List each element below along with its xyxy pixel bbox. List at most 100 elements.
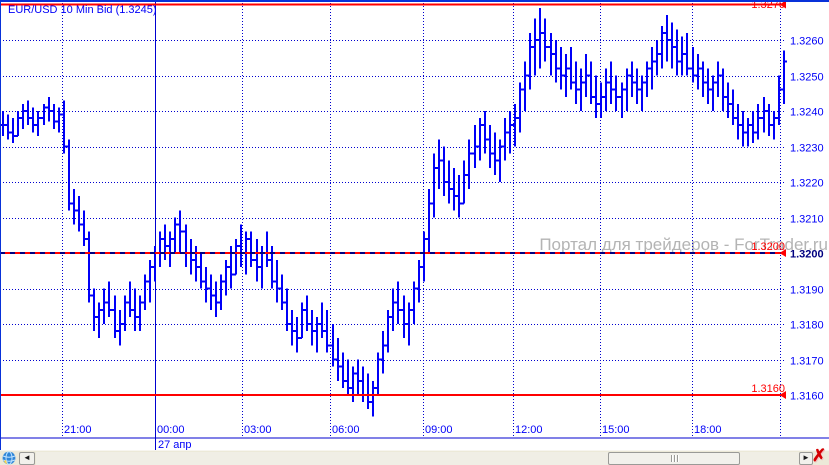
ohlc-bar — [441, 146, 447, 197]
ohlc-bar — [710, 75, 716, 111]
ohlc-bar — [86, 231, 92, 303]
ohlc-bar — [254, 238, 260, 282]
ohlc-bar — [431, 153, 437, 218]
ohlc-bar — [5, 114, 11, 140]
ohlc-bar — [137, 295, 143, 332]
price-axis-label: 1.3170 — [790, 356, 824, 368]
time-axis-label: 00:00 — [157, 424, 185, 436]
ohlc-bar — [664, 15, 670, 62]
price-axis-label: 1.3230 — [790, 143, 824, 155]
ohlc-bar — [649, 47, 655, 90]
ohlc-bar — [238, 224, 244, 268]
ohlc-bar — [558, 47, 564, 90]
grid-lines — [0, 0, 786, 451]
ohlc-bar — [598, 82, 604, 119]
price-axis-label: 1.3210 — [790, 214, 824, 226]
price-axis-label: 1.3220 — [790, 178, 824, 190]
price-axis-label: 1.3240 — [790, 107, 824, 119]
ohlc-bar — [183, 224, 189, 268]
ohlc-bar — [740, 111, 746, 147]
ohlc-bar — [264, 231, 270, 268]
ohlc-bar — [446, 160, 452, 204]
ohlc-bar — [715, 61, 721, 97]
ohlc-bar — [603, 68, 609, 111]
ohlc-bar — [324, 309, 330, 353]
ohlc-bar — [203, 267, 209, 303]
ohlc-bar — [629, 61, 635, 97]
ohlc-bar — [71, 189, 77, 225]
time-axis-label: 18:00 — [694, 424, 722, 436]
ohlc-bar — [314, 316, 320, 353]
ohlc-bar — [46, 96, 52, 122]
ohlc-bar — [608, 61, 614, 104]
ohlc-bar — [81, 210, 87, 246]
price-level-label: 1.3200 — [751, 241, 785, 253]
globe-icon — [2, 451, 16, 465]
scrollbar-thumb[interactable] — [608, 452, 740, 465]
ohlc-bar — [223, 260, 229, 296]
ohlc-bar — [492, 132, 498, 175]
ohlc-bar — [274, 260, 280, 303]
ohlc-bar — [299, 302, 305, 340]
ohlc-bar — [177, 210, 183, 253]
ohlc-bar — [700, 61, 706, 97]
ohlc-bar — [76, 196, 82, 232]
close-icon[interactable]: ✗ — [811, 446, 827, 465]
ohlc-bar — [690, 47, 696, 83]
ohlc-bar — [487, 125, 493, 168]
time-axis-label: 15:00 — [602, 424, 630, 436]
ohlc-bar — [152, 245, 158, 282]
price-axis-label: 1.3180 — [790, 320, 824, 332]
price-level-label: 1.3160 — [751, 383, 785, 395]
ohlc-bar — [634, 68, 640, 104]
ohlc-bar — [532, 18, 538, 76]
ohlc-bar — [395, 281, 401, 324]
ohlc-bar — [380, 331, 386, 374]
ohlc-bar — [436, 139, 442, 190]
ohlc-bar — [122, 295, 128, 332]
time-axis-label: 21:00 — [64, 424, 92, 436]
ohlc-bar — [456, 174, 462, 218]
ohlc-bar — [15, 111, 21, 137]
window-top-border — [0, 0, 829, 2]
ohlc-bar — [669, 22, 675, 69]
ohlc-bar — [730, 89, 736, 126]
ohlc-bar — [563, 54, 569, 97]
ohlc-bar — [725, 82, 731, 119]
ohlc-bar — [101, 288, 107, 324]
ohlc-bar — [461, 160, 467, 205]
ohlc-bar — [167, 231, 173, 268]
ohlc-bar — [365, 373, 371, 410]
ohlc-bar — [106, 281, 112, 317]
ohlc-bar — [304, 295, 310, 332]
ohlc-bar — [233, 238, 239, 276]
ohlc-bar — [10, 118, 16, 143]
ohlc-bar — [776, 75, 782, 126]
ohlc-bar — [674, 29, 680, 76]
watermark: Портал для трейдеров - ForTrader.ru — [539, 235, 828, 254]
ohlc-bar — [426, 189, 432, 253]
ohlc-bar — [142, 274, 148, 310]
time-axis-label: 03:00 — [244, 424, 272, 436]
ohlc-bar — [198, 253, 204, 289]
ohlc-bar — [522, 61, 528, 111]
ohlc-bar — [542, 18, 548, 62]
window-left-border — [0, 0, 1, 450]
ohlc-bar — [248, 231, 254, 268]
time-axis-label: 12:00 — [515, 424, 543, 436]
scroll-left-button[interactable]: ◄ — [19, 452, 35, 465]
ohlc-bar — [294, 316, 300, 353]
time-axis-label: 09:00 — [425, 424, 453, 436]
ohlc-bar — [279, 274, 285, 310]
ohlc-bar — [208, 274, 214, 310]
ohlc-bar — [771, 111, 777, 140]
ohlc-bar — [35, 111, 41, 136]
date-label: 27 апр — [158, 439, 191, 451]
ohlc-bar — [56, 107, 62, 133]
level-arrow-icon — [779, 249, 786, 257]
ohlc-bar — [335, 338, 341, 381]
ohlc-bar — [679, 36, 685, 76]
ohlc-bar — [527, 32, 533, 90]
